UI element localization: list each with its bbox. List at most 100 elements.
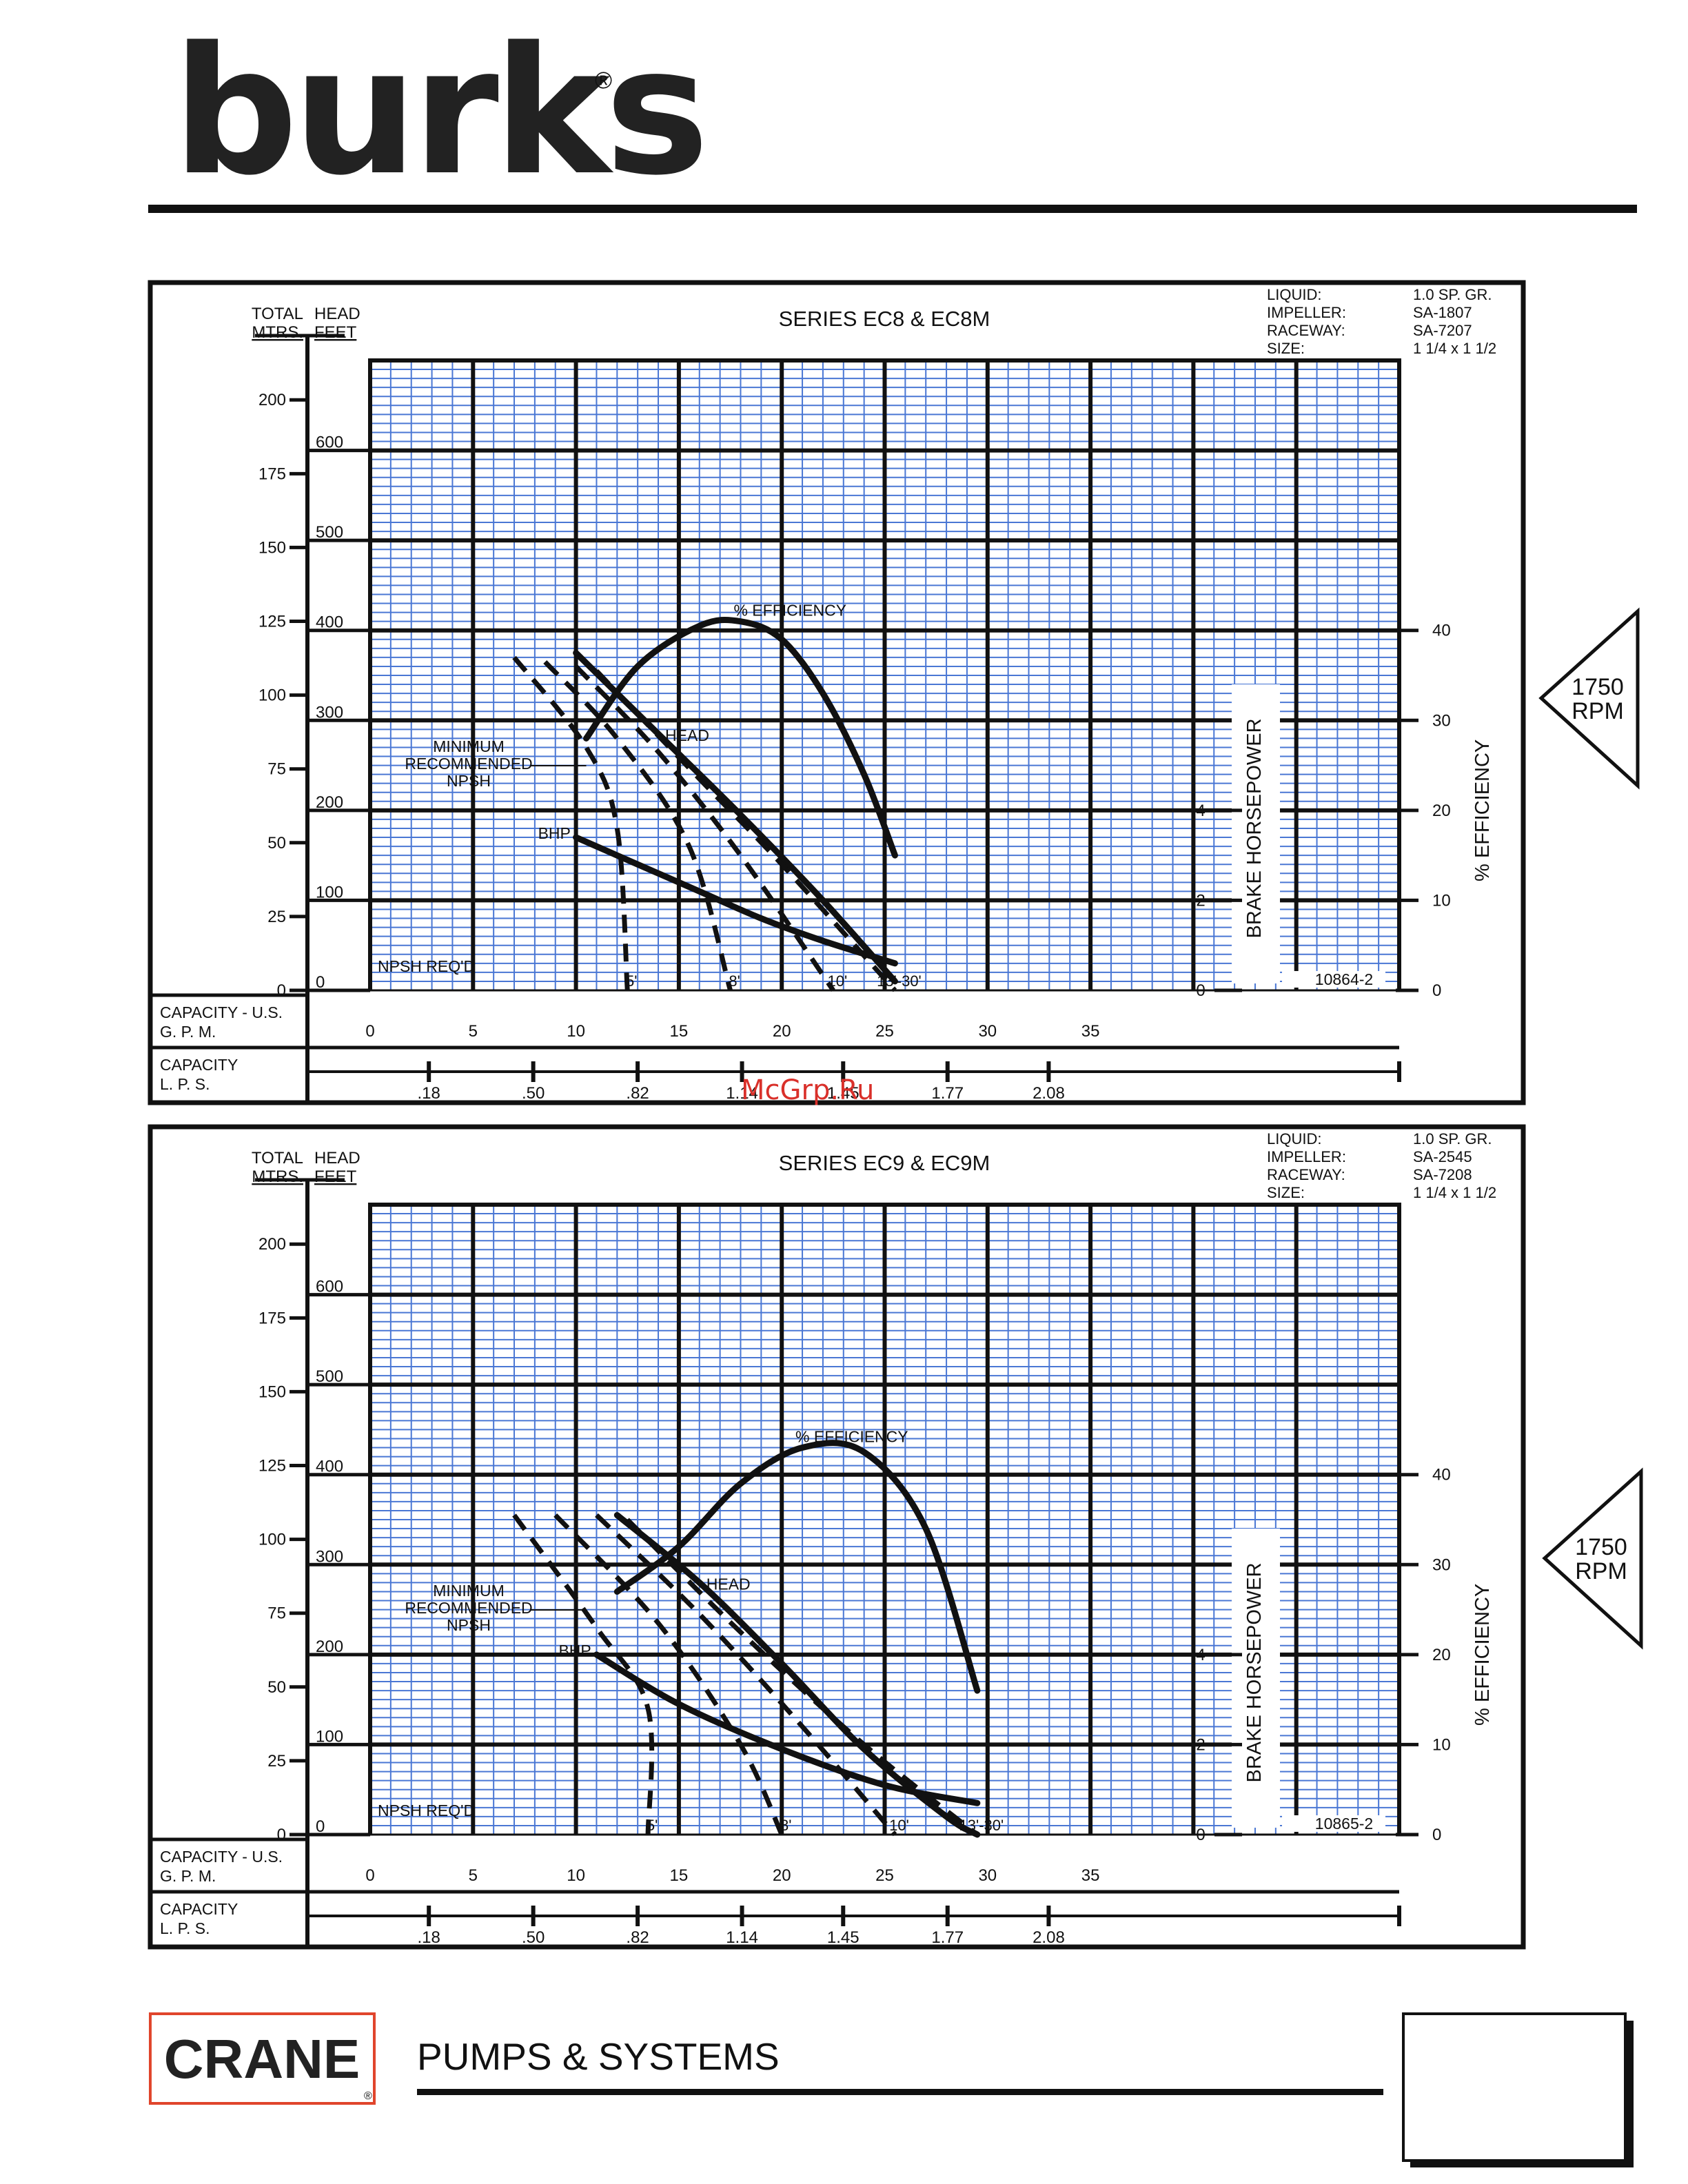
bhp-tick-label: 4 <box>1196 802 1205 820</box>
min-npsh-label: RECOMMENDED <box>405 1599 532 1617</box>
eff-tick-label: 30 <box>1432 711 1451 730</box>
rpm-unit: RPM <box>1572 698 1624 724</box>
eff-axis-title: % EFFICIENCY <box>1472 1584 1494 1726</box>
bhp-tick-label: 0 <box>1196 981 1205 1000</box>
gpm-tick-label: 30 <box>978 1866 997 1885</box>
spec-value: SA-7207 <box>1413 322 1472 339</box>
meter-tick-label: 75 <box>267 1604 286 1623</box>
mtrs-label: MTRS. <box>252 323 303 342</box>
lps-tick-label: .50 <box>522 1084 545 1103</box>
capacity-gpm-label: CAPACITY - U.S. <box>160 1848 283 1866</box>
chart-title: SERIES EC9 & EC9M <box>779 1151 990 1175</box>
curve-bhp <box>573 834 898 967</box>
lps-tick-label: .82 <box>626 1928 649 1947</box>
lps-tick-label: 1.45 <box>827 1084 860 1103</box>
npsh-curve-8 <box>553 1513 784 1836</box>
spec-label: SIZE: <box>1267 340 1305 357</box>
spec-label: LIQUID: <box>1267 1130 1321 1147</box>
bhp-label-bg <box>1232 684 1280 983</box>
gpm-tick-label: 10 <box>567 1866 585 1885</box>
npsh-curve-10 <box>595 1513 897 1837</box>
capacity-lps-label: L. P. S. <box>160 1075 210 1093</box>
gpm-tick-label: 30 <box>978 1022 997 1041</box>
feet-tick-label: 600 <box>316 433 343 452</box>
rpm-unit: RPM <box>1575 1558 1627 1584</box>
bhp-tick-label: 0 <box>1196 1826 1205 1844</box>
feet-tick-label: 500 <box>316 523 343 542</box>
bhp-axis-title: BRAKE HORSEPOWER <box>1243 1562 1265 1782</box>
bhp-tick-label: 2 <box>1196 891 1205 910</box>
gpm-tick-label: 20 <box>773 1022 791 1041</box>
feet-tick-label: 200 <box>316 1637 343 1656</box>
npsh-curve-label: 13'-30' <box>959 1817 1004 1834</box>
npsh-reqd-label: NPSH REQ'D <box>378 957 475 975</box>
footer-tagline: PUMPS & SYSTEMS <box>417 2035 780 2078</box>
eff-tick-label: 20 <box>1432 1646 1451 1664</box>
spec-label: RACEWAY: <box>1267 1166 1345 1183</box>
spec-label: IMPELLER: <box>1267 304 1346 321</box>
feet-label: FEET <box>314 1167 357 1186</box>
gpm-tick-label: 0 <box>365 1022 374 1041</box>
bhp-curve-label: BHP <box>538 824 571 842</box>
feet-tick-label: 600 <box>316 1278 343 1296</box>
page-number-box-shadow-bottom <box>1410 2161 1634 2167</box>
min-npsh-label: MINIMUM <box>433 737 504 755</box>
capacity-lps-label: CAPACITY <box>160 1900 238 1918</box>
npsh-curve-label: 10' <box>889 1817 909 1834</box>
spec-label: IMPELLER: <box>1267 1148 1346 1165</box>
head-label: HEAD <box>314 1149 360 1167</box>
feet-tick-label: 300 <box>316 1547 343 1566</box>
gpm-tick-label: 10 <box>567 1022 585 1041</box>
feet-tick-label: 200 <box>316 793 343 812</box>
lps-tick-label: 1.14 <box>726 1928 758 1947</box>
meter-tick-label: 50 <box>267 834 286 853</box>
lps-tick-label: .82 <box>626 1084 649 1103</box>
min-npsh-label: RECOMMENDED <box>405 755 532 773</box>
spec-label: SIZE: <box>1267 1184 1305 1201</box>
meter-tick-label: 175 <box>258 1309 286 1327</box>
spec-value: 1 1/4 x 1 1/2 <box>1413 1184 1496 1201</box>
min-npsh-label: NPSH <box>447 1616 491 1634</box>
crane-logo: CRANE <box>164 2028 360 2090</box>
curve-head <box>613 1511 981 1838</box>
eff-tick-label: 40 <box>1432 1466 1451 1484</box>
spec-value: SA-7208 <box>1413 1166 1472 1183</box>
meter-tick-label: 50 <box>267 1678 286 1697</box>
eff-tick-label: 20 <box>1432 802 1451 820</box>
feet-tick-label: 500 <box>316 1367 343 1386</box>
efficiency-curve-label: % EFFICIENCY <box>795 1428 908 1446</box>
lps-tick-label: .18 <box>418 1928 440 1947</box>
meter-tick-label: 100 <box>258 686 286 705</box>
npsh-curve-label: 8' <box>729 972 740 990</box>
meter-tick-label: 75 <box>267 760 286 779</box>
min-npsh-label: NPSH <box>447 772 491 790</box>
drawing-number-bg <box>1282 1815 1385 1832</box>
eff-tick-label: 10 <box>1432 891 1451 910</box>
eff-tick-label: 10 <box>1432 1735 1451 1754</box>
head-curve-label: HEAD <box>706 1575 751 1593</box>
bhp-label-bg <box>1232 1529 1280 1828</box>
footer-rule <box>417 2089 1383 2095</box>
feet-tick-label: 400 <box>316 613 343 632</box>
npsh-curve-13-30 <box>594 669 897 992</box>
npsh-curve-5 <box>512 655 630 991</box>
npsh-curve-label: 10' <box>828 972 848 990</box>
meter-tick-label: 200 <box>258 391 286 409</box>
gpm-tick-label: 0 <box>365 1866 374 1885</box>
meter-tick-label: 125 <box>258 613 286 631</box>
bhp-axis-title: BRAKE HORSEPOWER <box>1243 718 1265 938</box>
lps-tick-label: 1.77 <box>931 1084 964 1103</box>
total-head-label: TOTAL <box>252 305 303 323</box>
lps-tick-label: 1.77 <box>931 1928 964 1947</box>
feet-label: FEET <box>314 323 357 342</box>
lps-tick-label: 1.14 <box>726 1084 758 1103</box>
eff-tick-label: 30 <box>1432 1555 1451 1574</box>
feet-tick-label: 0 <box>316 973 325 992</box>
feet-tick-label: 0 <box>316 1817 325 1836</box>
gpm-tick-label: 25 <box>875 1022 894 1041</box>
gpm-tick-label: 5 <box>469 1022 478 1041</box>
